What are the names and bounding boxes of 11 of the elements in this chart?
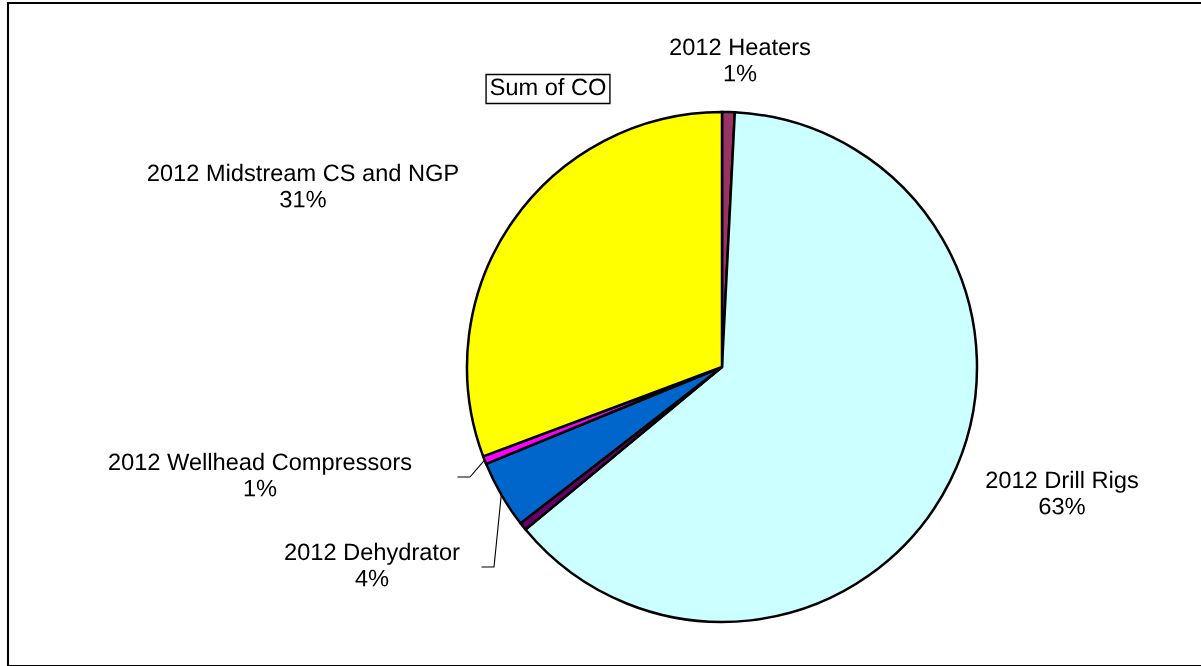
slice-label: 2012 Drill Rigs xyxy=(986,470,1138,493)
data-label: 31% xyxy=(280,190,326,208)
data-label: 1% xyxy=(724,64,757,82)
legend-label: 2012 Wellhead Compressors xyxy=(109,452,412,475)
slice-label: 2012 Dehydrator xyxy=(285,542,460,565)
text: Sum of CO xyxy=(490,78,606,96)
data-label: 63% xyxy=(1039,497,1085,515)
data-label: 1% xyxy=(244,479,277,497)
slice-label: 2012 Midstream CS and NGP xyxy=(148,163,458,182)
slice-label: 2012 Heaters xyxy=(670,38,811,56)
data-label: 4% xyxy=(355,569,389,587)
